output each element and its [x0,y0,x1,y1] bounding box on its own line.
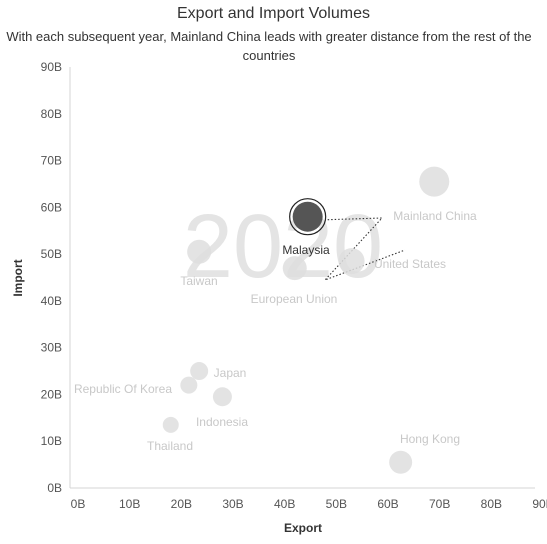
y-tick-label: 30B [41,341,62,355]
point-label-european-union: European Union [251,292,338,306]
chart-title: Export and Import Volumes [177,5,370,22]
point-malaysia[interactable] [292,201,323,232]
point-japan[interactable] [190,362,209,381]
x-tick-label: 0B [71,497,86,511]
point-european-union[interactable] [282,256,307,281]
y-axis-title: Import [11,259,25,296]
point-label-mainland-china: Mainland China [393,209,477,223]
y-tick-label: 50B [41,247,62,261]
point-republic-of-korea[interactable] [180,376,198,394]
point-indonesia[interactable] [212,387,232,407]
x-tick-label: 40B [274,497,295,511]
y-tick-label: 70B [41,154,62,168]
y-tick-label: 20B [41,387,62,401]
year-watermark: 2020 [183,197,383,297]
x-tick-label: 30B [222,497,243,511]
point-label-malaysia: Malaysia [282,243,330,257]
point-hong-kong[interactable] [389,450,413,474]
point-label-japan: Japan [214,366,247,380]
point-label-hong-kong: Hong Kong [400,432,460,446]
x-tick-label: 60B [377,497,398,511]
x-axis-title: Export [284,521,322,535]
x-tick-label: 20B [171,497,192,511]
point-label-indonesia: Indonesia [196,415,248,429]
y-tick-label: 10B [41,434,62,448]
chart-subtitle: With each subsequent year, Mainland Chin… [6,29,532,63]
point-united-states[interactable] [338,248,365,275]
point-mainland-china[interactable] [419,166,450,197]
point-taiwan[interactable] [187,239,212,264]
y-tick-label: 40B [41,294,62,308]
point-label-taiwan: Taiwan [180,274,217,288]
highlight-ring [289,198,327,236]
y-tick-label: 60B [41,200,62,214]
x-tick-label: 90B [532,497,547,511]
y-tick-label: 0B [47,481,62,495]
x-tick-label: 70B [429,497,450,511]
point-label-republic-of-korea: Republic Of Korea [74,382,172,396]
point-thailand[interactable] [162,416,179,433]
y-tick-label: 80B [41,107,62,121]
x-tick-label: 80B [481,497,502,511]
point-label-thailand: Thailand [147,439,193,453]
x-tick-label: 10B [119,497,140,511]
x-tick-label: 50B [326,497,347,511]
point-label-united-states: United States [374,257,446,271]
y-tick-label: 90B [41,60,62,74]
